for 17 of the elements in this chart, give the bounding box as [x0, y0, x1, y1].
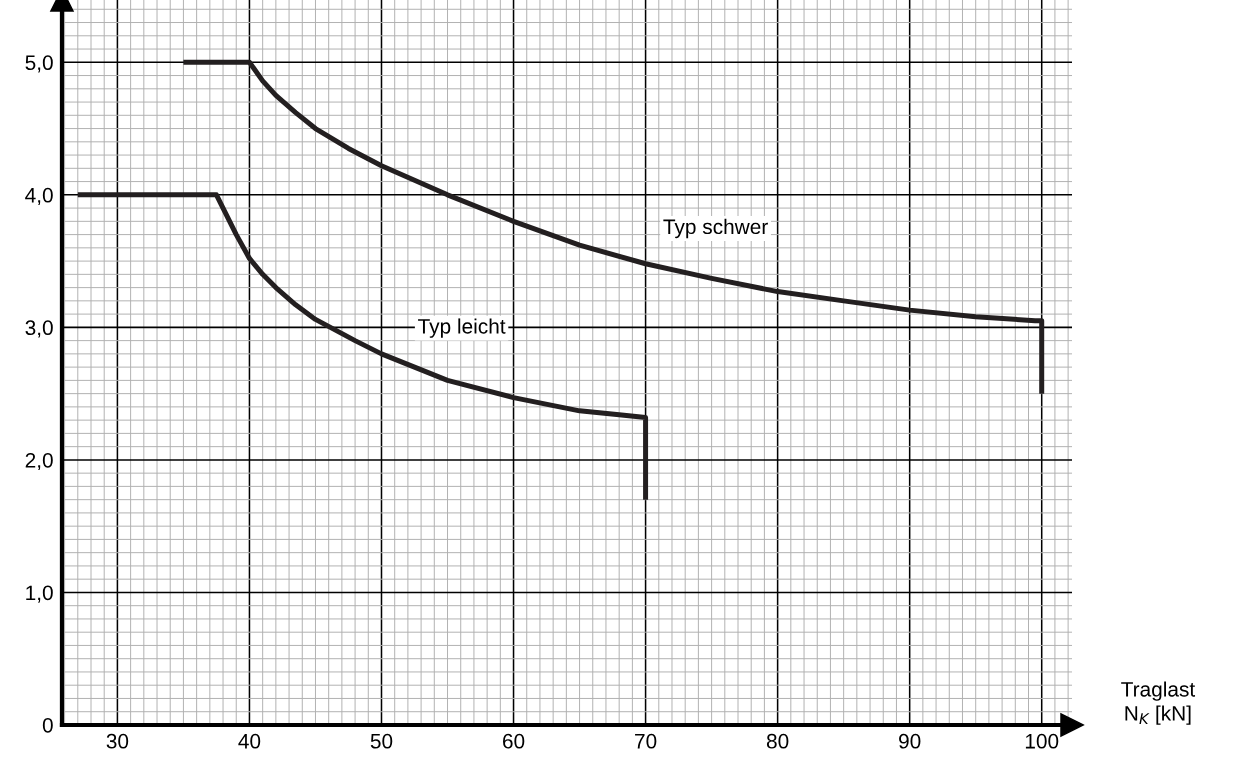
x-axis-title: Traglast N$_{K}$ [kN] [1121, 681, 1196, 725]
x-tick-label: 100 [1025, 733, 1059, 749]
y-tick-label: 4,0 [25, 187, 53, 206]
y-tick-label: 3,0 [25, 320, 53, 338]
x-tick-label: 40 [238, 733, 261, 749]
y-tick-label: 0 [42, 717, 53, 733]
x-tick-label: 70 [635, 733, 657, 749]
series-label: Typ leicht [418, 318, 506, 338]
x-tick-label: 60 [503, 733, 525, 749]
y-tick-label: 1,0 [26, 585, 53, 603]
x-tick-label: 50 [370, 733, 393, 749]
x-tick-label: 80 [766, 733, 789, 749]
x-tick-label: 90 [899, 733, 921, 749]
series-label: Typ schwer [663, 218, 768, 239]
y-tick-label: 5,0 [25, 55, 53, 73]
y-tick-label: 2,0 [25, 452, 53, 471]
x-tick-label: 30 [106, 733, 129, 749]
